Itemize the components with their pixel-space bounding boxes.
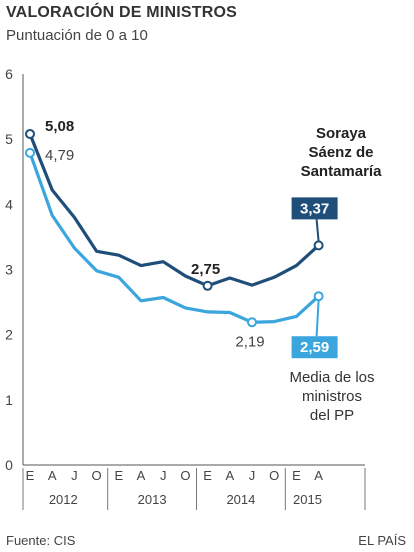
x-tick-label: E [292,468,301,483]
data-point-marker [202,280,213,291]
series-line-0 [28,132,321,288]
x-tick-label: A [314,468,323,483]
source-note: Fuente: CIS [6,533,76,548]
data-label: 5,08 [45,118,74,135]
label-connector [315,300,320,337]
y-tick-label: 2 [5,327,13,343]
x-tick-label: A [137,468,146,483]
data-label-box [291,336,338,359]
x-tick-label: O [180,468,190,483]
data-label: 2,19 [235,333,264,350]
data-point-marker [313,291,324,302]
annotation-line: del PP [310,407,354,424]
x-tick-label: J [249,468,256,483]
y-tick-label: 6 [5,66,13,82]
label-connector [315,219,320,242]
year-label: 2014 [226,492,255,507]
series-lines [28,132,321,324]
x-tick-label: E [114,468,123,483]
data-point-marker [313,240,324,251]
y-tick-label: 3 [5,262,13,278]
annotations: Soraya Sáenz de Santamaría Media de los mini… [289,125,382,424]
data-label: 2,59 [300,339,329,356]
annotation-line: Sáenz de [308,144,373,161]
y-tick-label: 1 [5,392,13,408]
x-tick-label: O [92,468,102,483]
year-label: 2015 [293,492,322,507]
data-label-box [291,197,338,220]
x-tick-label: A [48,468,57,483]
y-tick-label: 4 [5,196,13,212]
x-tick-label: E [203,468,212,483]
data-point-marker [25,128,35,139]
series-annotation: Soraya Sáenz de Santamaría [301,125,383,180]
series-points [25,128,324,328]
x-tick-label: O [269,468,279,483]
y-tick-label: 0 [5,457,13,473]
chart-subtitle: Puntuación de 0 a 10 [6,27,148,44]
annotation-line: Media de los [289,369,374,386]
series-line-1 [28,151,321,324]
data-label: 3,37 [300,200,329,217]
x-tick-label: J [71,468,78,483]
annotation-line: Santamaría [301,163,383,180]
x-tick-label: E [26,468,35,483]
year-label: 2012 [49,492,78,507]
annotation-line: Soraya [316,125,367,142]
data-label: 4,79 [45,147,74,164]
chart-title: VALORACIÓN DE MINISTROS [6,4,237,21]
data-point-marker [247,317,257,328]
data-label: 2,75 [191,261,220,278]
series-annotation: Media de los ministros del PP [289,369,374,424]
x-tick-label: A [225,468,234,483]
annotation-line: ministros [302,388,362,405]
data-point-marker [25,147,35,158]
y-tick-label: 5 [5,131,13,147]
year-label: 2013 [138,492,167,507]
data-labels: 5,08 4,79 2,75 2,19 3,37 2,59 [45,118,338,359]
x-tick-label: J [160,468,167,483]
brand-logo: EL PAÍS [358,533,406,548]
